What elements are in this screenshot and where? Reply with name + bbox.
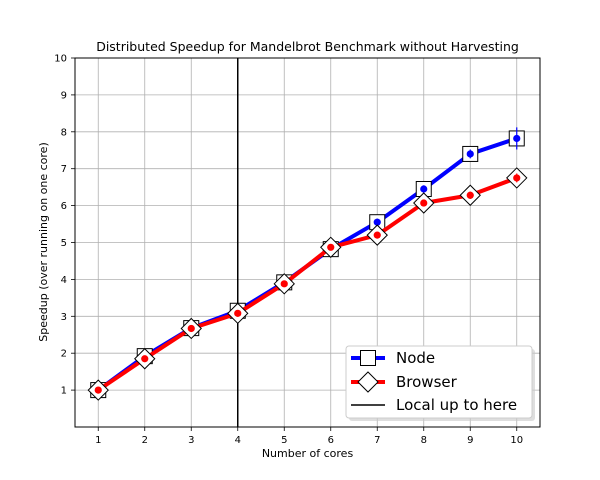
y-tick-label: 2 — [61, 349, 67, 360]
x-tick-label: 9 — [467, 435, 473, 446]
legend-entries: Node Browser Local up to here — [351, 349, 517, 414]
browser-point — [327, 243, 335, 251]
y-axis-ticks: 1 2 3 4 5 6 7 8 9 10 — [54, 54, 75, 397]
y-tick-label: 8 — [61, 127, 67, 138]
browser-point — [187, 324, 195, 333]
legend-local-label: Local up to here — [396, 396, 517, 414]
browser-point — [94, 386, 102, 394]
node-point — [373, 218, 381, 226]
browser-point — [513, 174, 521, 182]
x-tick-label: 1 — [95, 435, 101, 446]
y-tick-label: 7 — [61, 164, 67, 175]
x-tick-label: 4 — [235, 435, 241, 446]
browser-point — [280, 280, 288, 288]
series-layer — [87, 127, 528, 401]
node-point — [420, 185, 428, 193]
y-tick-label: 5 — [61, 238, 67, 249]
x-tick-label: 6 — [328, 435, 334, 446]
legend-node-marker — [360, 350, 376, 366]
y-tick-label: 1 — [61, 386, 67, 397]
browser-point — [420, 199, 428, 207]
legend-node-label: Node — [396, 349, 435, 367]
browser-point — [373, 231, 381, 239]
browser-point — [141, 355, 149, 363]
browser-point — [234, 309, 242, 317]
x-tick-label: 3 — [188, 435, 194, 446]
browser-point — [466, 191, 474, 199]
legend-box — [345, 345, 533, 419]
x-axis-label: Number of cores — [262, 447, 354, 460]
y-tick-label: 9 — [61, 90, 67, 101]
x-tick-label: 2 — [142, 435, 148, 446]
x-tick-label: 10 — [510, 435, 523, 446]
y-tick-label: 4 — [61, 275, 67, 286]
browser-line — [97, 176, 518, 392]
node-point — [513, 134, 521, 143]
x-tick-label: 8 — [421, 435, 427, 446]
y-tick-label: 3 — [61, 312, 67, 323]
x-axis-ticks: 1 2 3 4 5 6 7 8 9 10 — [95, 427, 523, 446]
y-tick-label: 6 — [61, 201, 67, 212]
node-point — [466, 150, 474, 158]
chart-title: Distributed Speedup for Mandelbrot Bench… — [96, 39, 519, 54]
legend: Node Browser Local up to here — [345, 345, 535, 421]
legend-browser-label: Browser — [396, 373, 458, 391]
x-tick-label: 7 — [374, 435, 380, 446]
legend-browser-marker — [357, 371, 379, 393]
y-tick-label: 10 — [54, 54, 67, 65]
x-tick-label: 5 — [281, 435, 287, 446]
browser-series — [87, 167, 528, 401]
y-axis-label: Speedup (over running on one core) — [37, 142, 50, 341]
